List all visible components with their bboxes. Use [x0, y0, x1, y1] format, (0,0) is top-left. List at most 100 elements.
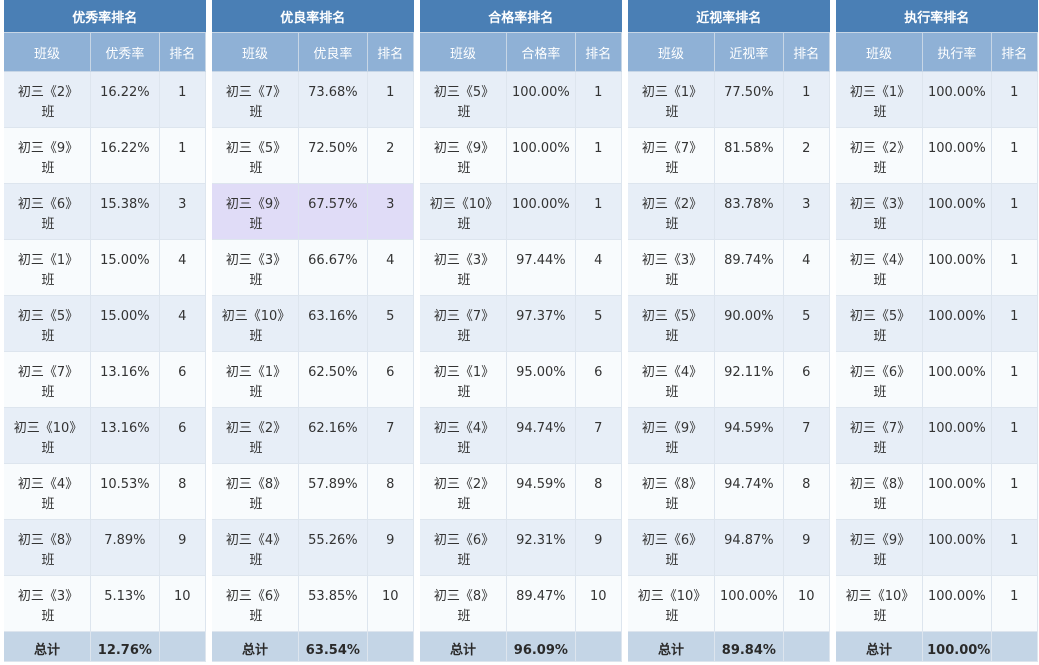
table-row[interactable]: 初三《5》班 100.00% 1: [420, 71, 623, 128]
rank-cell: 4: [159, 295, 207, 352]
table-header-row: 班级 执行率 排名: [836, 32, 1039, 72]
table-row[interactable]: 初三《10》班 100.00% 1: [836, 575, 1039, 632]
rank-cell: 5: [575, 295, 623, 352]
table-row[interactable]: 初三《9》班 100.00% 1: [836, 519, 1039, 576]
total-rank-empty: [159, 631, 207, 662]
table-row[interactable]: 初三《5》班 72.50% 2: [212, 127, 415, 184]
class-name-cell: 初三《9》班: [420, 127, 508, 184]
class-name-cell: 初三《1》班: [4, 239, 92, 296]
column-header-rank[interactable]: 排名: [367, 32, 415, 72]
table-row[interactable]: 初三《8》班 100.00% 1: [836, 463, 1039, 520]
column-header-class[interactable]: 班级: [212, 32, 300, 72]
class-name-cell: 初三《10》班: [212, 295, 300, 352]
table-row[interactable]: 初三《9》班 94.59% 7: [628, 407, 831, 464]
table-row[interactable]: 初三《3》班 5.13% 10: [4, 575, 207, 632]
table-row[interactable]: 初三《2》班 100.00% 1: [836, 127, 1039, 184]
table-row[interactable]: 初三《3》班 66.67% 4: [212, 239, 415, 296]
column-header-class[interactable]: 班级: [628, 32, 716, 72]
total-value: 89.84%: [714, 631, 784, 662]
class-name-cell: 初三《8》班: [212, 463, 300, 520]
table-row[interactable]: 初三《8》班 7.89% 9: [4, 519, 207, 576]
table-row[interactable]: 初三《7》班 81.58% 2: [628, 127, 831, 184]
total-rank-empty: [367, 631, 415, 662]
class-name-cell: 初三《2》班: [420, 463, 508, 520]
class-name-cell: 初三《8》班: [628, 463, 716, 520]
table-row[interactable]: 初三《1》班 100.00% 1: [836, 71, 1039, 128]
table-row[interactable]: 初三《10》班 63.16% 5: [212, 295, 415, 352]
table-row[interactable]: 初三《3》班 89.74% 4: [628, 239, 831, 296]
table-row[interactable]: 初三《1》班 77.50% 1: [628, 71, 831, 128]
table-header-row: 班级 优秀率 排名: [4, 32, 207, 72]
rate-cell: 10.53%: [90, 463, 160, 520]
table-row[interactable]: 初三《7》班 73.68% 1: [212, 71, 415, 128]
table-row[interactable]: 初三《8》班 89.47% 10: [420, 575, 623, 632]
table-row[interactable]: 初三《3》班 100.00% 1: [836, 183, 1039, 240]
rank-cell: 6: [367, 351, 415, 408]
table-row[interactable]: 初三《7》班 13.16% 6: [4, 351, 207, 408]
table-row[interactable]: 初三《3》班 97.44% 4: [420, 239, 623, 296]
rank-table-myopia: 近视率排名 班级 近视率 排名 初三《1》班 77.50% 1 初三《7》班 81.58% 2 初三…: [628, 0, 831, 662]
table-row[interactable]: 初三《9》班 67.57% 3: [212, 183, 415, 240]
rate-cell: 100.00%: [714, 575, 784, 632]
table-row[interactable]: 初三《2》班 94.59% 8: [420, 463, 623, 520]
rank-cell: 1: [783, 71, 831, 128]
total-value: 63.54%: [298, 631, 368, 662]
table-row[interactable]: 初三《6》班 92.31% 9: [420, 519, 623, 576]
rate-cell: 81.58%: [714, 127, 784, 184]
table-row[interactable]: 初三《8》班 94.74% 8: [628, 463, 831, 520]
rate-cell: 97.44%: [506, 239, 576, 296]
table-row[interactable]: 初三《9》班 16.22% 1: [4, 127, 207, 184]
table-row[interactable]: 初三《6》班 94.87% 9: [628, 519, 831, 576]
table-row[interactable]: 初三《8》班 57.89% 8: [212, 463, 415, 520]
column-header-rate[interactable]: 近视率: [714, 32, 784, 72]
table-row[interactable]: 初三《10》班 13.16% 6: [4, 407, 207, 464]
table-row[interactable]: 初三《6》班 100.00% 1: [836, 351, 1039, 408]
column-header-rate[interactable]: 优良率: [298, 32, 368, 72]
table-row[interactable]: 初三《5》班 100.00% 1: [836, 295, 1039, 352]
table-row[interactable]: 初三《1》班 95.00% 6: [420, 351, 623, 408]
table-row[interactable]: 初三《4》班 100.00% 1: [836, 239, 1039, 296]
column-header-class[interactable]: 班级: [836, 32, 924, 72]
table-row[interactable]: 初三《9》班 100.00% 1: [420, 127, 623, 184]
table-row[interactable]: 初三《6》班 53.85% 10: [212, 575, 415, 632]
table-row[interactable]: 初三《4》班 92.11% 6: [628, 351, 831, 408]
rate-cell: 100.00%: [922, 183, 992, 240]
column-header-class[interactable]: 班级: [420, 32, 508, 72]
class-name-cell: 初三《9》班: [628, 407, 716, 464]
table-row[interactable]: 初三《5》班 90.00% 5: [628, 295, 831, 352]
rate-cell: 57.89%: [298, 463, 368, 520]
column-header-rate[interactable]: 执行率: [922, 32, 992, 72]
table-row[interactable]: 初三《4》班 10.53% 8: [4, 463, 207, 520]
total-rank-empty: [575, 631, 623, 662]
table-row[interactable]: 初三《6》班 15.38% 3: [4, 183, 207, 240]
table-row[interactable]: 初三《2》班 83.78% 3: [628, 183, 831, 240]
column-header-class[interactable]: 班级: [4, 32, 92, 72]
table-row[interactable]: 初三《7》班 97.37% 5: [420, 295, 623, 352]
rate-cell: 16.22%: [90, 127, 160, 184]
rank-cell: 1: [367, 71, 415, 128]
table-row[interactable]: 初三《4》班 94.74% 7: [420, 407, 623, 464]
table-row[interactable]: 初三《2》班 62.16% 7: [212, 407, 415, 464]
table-row[interactable]: 初三《1》班 62.50% 6: [212, 351, 415, 408]
table-row[interactable]: 初三《10》班 100.00% 1: [420, 183, 623, 240]
rate-cell: 94.59%: [714, 407, 784, 464]
rate-cell: 15.00%: [90, 295, 160, 352]
table-row[interactable]: 初三《1》班 15.00% 4: [4, 239, 207, 296]
table-row[interactable]: 初三《10》班 100.00% 10: [628, 575, 831, 632]
column-header-rate[interactable]: 优秀率: [90, 32, 160, 72]
panel-pass: 合格率排名 班级 合格率 排名 初三《5》班 100.00% 1 初三《9》班 100.00% 1…: [420, 0, 623, 662]
rank-cell: 1: [159, 127, 207, 184]
column-header-rank[interactable]: 排名: [575, 32, 623, 72]
table-row[interactable]: 初三《2》班 16.22% 1: [4, 71, 207, 128]
column-header-rate[interactable]: 合格率: [506, 32, 576, 72]
rate-cell: 7.89%: [90, 519, 160, 576]
table-row[interactable]: 初三《5》班 15.00% 4: [4, 295, 207, 352]
column-header-rank[interactable]: 排名: [783, 32, 831, 72]
table-row[interactable]: 初三《7》班 100.00% 1: [836, 407, 1039, 464]
rate-cell: 53.85%: [298, 575, 368, 632]
total-row: 总计 89.84%: [628, 631, 831, 662]
table-row[interactable]: 初三《4》班 55.26% 9: [212, 519, 415, 576]
rank-cell: 8: [159, 463, 207, 520]
column-header-rank[interactable]: 排名: [159, 32, 207, 72]
column-header-rank[interactable]: 排名: [991, 32, 1039, 72]
